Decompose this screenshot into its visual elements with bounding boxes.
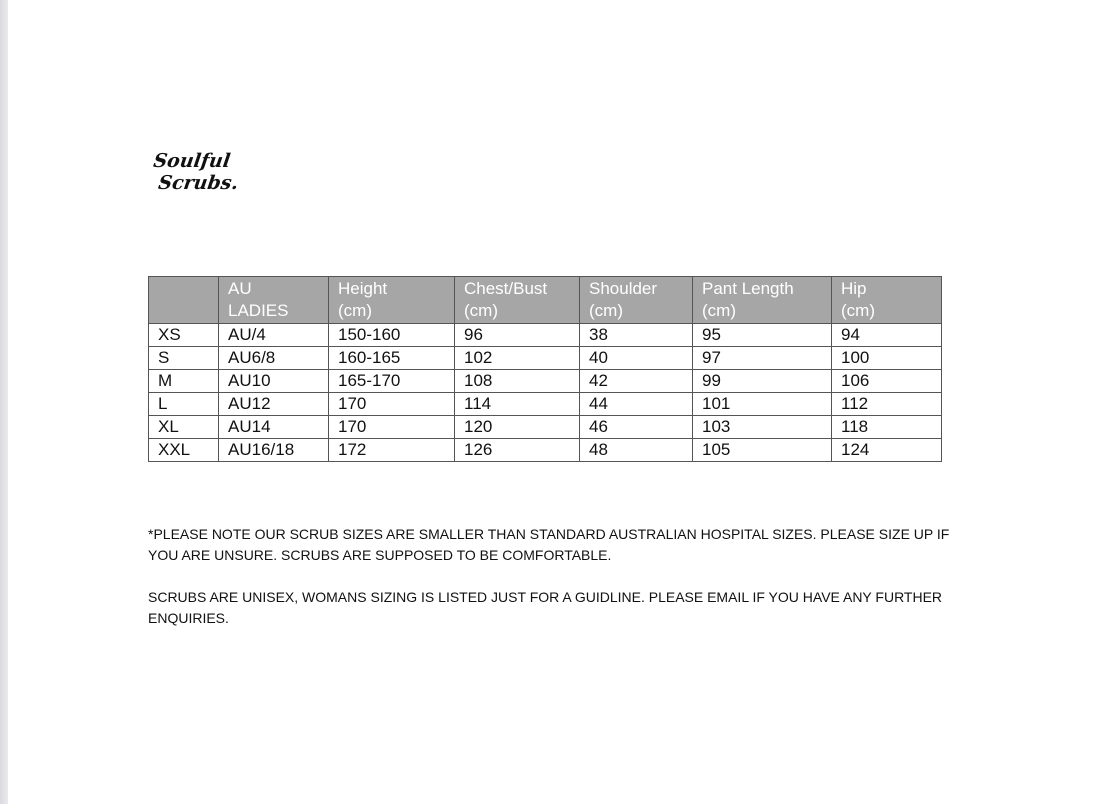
- table-cell: 46: [579, 415, 693, 439]
- table-cell: 99: [692, 369, 832, 393]
- column-header: Hip (cm): [831, 276, 942, 324]
- column-header: [148, 276, 219, 324]
- table-cell: 106: [831, 369, 942, 393]
- column-header-line: Height: [338, 279, 388, 298]
- table-cell: 105: [692, 438, 832, 462]
- table-cell: 101: [692, 392, 832, 416]
- table-cell: 150-160: [328, 323, 455, 347]
- notes: *PLEASE NOTE OUR SCRUB SIZES ARE SMALLER…: [148, 524, 968, 650]
- table-cell: AU6/8: [218, 346, 329, 370]
- brand-logo: Soulful Scrubs.: [149, 150, 243, 194]
- table-cell: XL: [148, 415, 219, 439]
- logo-line-1: Soulful: [152, 150, 232, 172]
- table-cell: AU12: [218, 392, 329, 416]
- table-cell: 42: [579, 369, 693, 393]
- column-header-line: AU: [228, 279, 252, 298]
- column-header-line: Chest/Bust: [464, 279, 548, 298]
- table-header-row: AU LADIES Height (cm) Chest/Bust (cm) Shoulder…: [148, 276, 942, 324]
- table-cell: 95: [692, 323, 832, 347]
- column-header-line: LADIES: [228, 301, 289, 320]
- table-cell: 48: [579, 438, 693, 462]
- table-cell: 94: [831, 323, 942, 347]
- column-header: Pant Length (cm): [692, 276, 832, 324]
- column-header-line: Shoulder: [589, 279, 658, 298]
- table-cell: 100: [831, 346, 942, 370]
- table-cell: AU/4: [218, 323, 329, 347]
- table-cell: 170: [328, 415, 455, 439]
- table-cell: 172: [328, 438, 455, 462]
- column-header: Height (cm): [328, 276, 455, 324]
- note-sizing: *PLEASE NOTE OUR SCRUB SIZES ARE SMALLER…: [148, 526, 950, 563]
- size-chart-table: AU LADIES Height (cm) Chest/Bust (cm) Shoulder…: [148, 276, 942, 462]
- table-row: XXL AU16/18 172 126 48 105 124: [148, 438, 942, 462]
- table-cell: 124: [831, 438, 942, 462]
- column-header: AU LADIES: [218, 276, 329, 324]
- logo-line-2: Scrubs.: [156, 172, 240, 194]
- column-header-line: (cm): [589, 301, 623, 320]
- table-cell: 38: [579, 323, 693, 347]
- table-cell: AU10: [218, 369, 329, 393]
- table-cell: 126: [454, 438, 580, 462]
- table-cell: AU16/18: [218, 438, 329, 462]
- table-cell: 108: [454, 369, 580, 393]
- table-cell: XXL: [148, 438, 219, 462]
- column-header-line: (cm): [338, 301, 372, 320]
- table-cell: M: [148, 369, 219, 393]
- table-cell: AU14: [218, 415, 329, 439]
- table-cell: 96: [454, 323, 580, 347]
- table-cell: 160-165: [328, 346, 455, 370]
- table-cell: 118: [831, 415, 942, 439]
- column-header-line: (cm): [464, 301, 498, 320]
- table-row: XL AU14 170 120 46 103 118: [148, 415, 942, 439]
- table-cell: 170: [328, 392, 455, 416]
- table-cell: 120: [454, 415, 580, 439]
- page-edge: [0, 0, 8, 804]
- table-cell: 114: [454, 392, 580, 416]
- table-row: S AU6/8 160-165 102 40 97 100: [148, 346, 942, 370]
- column-header: Chest/Bust (cm): [454, 276, 580, 324]
- table-cell: 165-170: [328, 369, 455, 393]
- column-header-line: (cm): [841, 301, 875, 320]
- table-cell: L: [148, 392, 219, 416]
- table-row: M AU10 165-170 108 42 99 106: [148, 369, 942, 393]
- table-row: XS AU/4 150-160 96 38 95 94: [148, 323, 942, 347]
- table-cell: 44: [579, 392, 693, 416]
- table-cell: S: [148, 346, 219, 370]
- table-row: L AU12 170 114 44 101 112: [148, 392, 942, 416]
- table-cell: 97: [692, 346, 832, 370]
- column-header: Shoulder (cm): [579, 276, 693, 324]
- column-header-line: (cm): [702, 301, 736, 320]
- table-cell: 103: [692, 415, 832, 439]
- table-cell: 102: [454, 346, 580, 370]
- column-header-line: Pant Length: [702, 279, 794, 298]
- column-header-line: Hip: [841, 279, 867, 298]
- table-cell: 40: [579, 346, 693, 370]
- table-cell: 112: [831, 392, 942, 416]
- table-cell: XS: [148, 323, 219, 347]
- note-unisex: SCRUBS ARE UNISEX, WOMANS SIZING IS LIST…: [148, 589, 943, 626]
